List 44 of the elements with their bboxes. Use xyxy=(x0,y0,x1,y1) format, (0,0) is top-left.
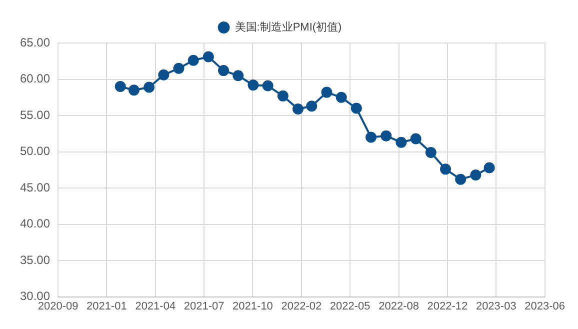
point xyxy=(188,54,199,66)
point xyxy=(396,136,407,148)
point xyxy=(455,174,466,185)
x-tick-label: 2022-08 xyxy=(378,300,419,312)
y-tick-label: 65.00 xyxy=(20,35,50,50)
point xyxy=(128,84,140,96)
y-tick-label: 55.00 xyxy=(20,108,50,122)
y-tick-label: 35.00 xyxy=(20,252,50,267)
x-tick-label: 2021-04 xyxy=(135,300,176,312)
point xyxy=(366,132,377,143)
point xyxy=(218,65,230,76)
point xyxy=(277,90,288,102)
point xyxy=(425,146,436,158)
point xyxy=(350,102,362,114)
x-tick-label: 2022-12 xyxy=(427,300,468,312)
point xyxy=(232,70,244,82)
point xyxy=(306,100,318,112)
x-tick-label: 2023-03 xyxy=(476,300,516,312)
point xyxy=(321,86,332,98)
point xyxy=(202,51,214,62)
x-tick-label: 2021-01 xyxy=(86,300,127,312)
point xyxy=(158,69,170,80)
point xyxy=(144,82,155,93)
point xyxy=(440,164,452,175)
point xyxy=(173,62,184,74)
y-tick-label: 60.00 xyxy=(20,72,50,86)
x-tick-label: 2021-10 xyxy=(232,300,273,312)
point xyxy=(292,103,304,114)
point xyxy=(484,162,495,174)
point xyxy=(114,81,126,92)
y-tick-label: 50.00 xyxy=(20,144,50,158)
point xyxy=(380,130,392,142)
y-tick-label: 45.00 xyxy=(20,180,50,194)
x-tick-label: 2021-07 xyxy=(184,300,224,312)
y-tick-label: 40.00 xyxy=(20,216,50,231)
x-tick-label: 2023-06 xyxy=(524,300,566,312)
point xyxy=(248,80,259,91)
point xyxy=(262,80,274,92)
x-tick-label: 2022-05 xyxy=(330,300,370,312)
point xyxy=(470,169,482,180)
legend-label: 美国:制造业PMI(初值) xyxy=(234,20,342,34)
point xyxy=(336,92,347,103)
x-tick-label: 2022-02 xyxy=(281,300,322,312)
point xyxy=(410,133,422,144)
